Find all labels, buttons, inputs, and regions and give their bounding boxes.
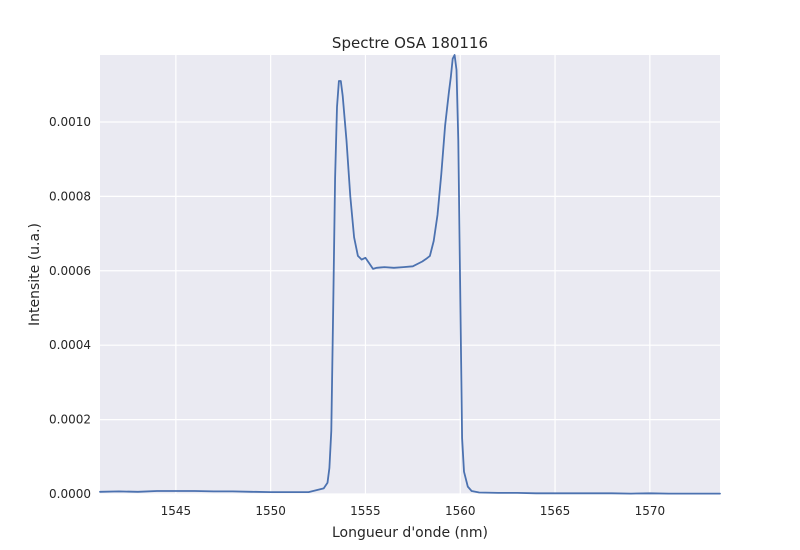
- y-tick-label: 0.0008: [49, 189, 91, 203]
- chart-title: Spectre OSA 180116: [332, 34, 488, 52]
- y-tick-labels: 0.0000 0.0002 0.0004 0.0006 0.0008 0.0010: [49, 115, 91, 501]
- x-tick-label: 1570: [635, 504, 666, 518]
- y-axis-label: Intensite (u.a.): [27, 223, 43, 326]
- x-tick-label: 1545: [161, 504, 192, 518]
- y-tick-label: 0.0002: [49, 413, 91, 427]
- x-tick-labels: 1545 1550 1555 1560 1565 1570: [161, 504, 666, 518]
- spectrum-line: [99, 54, 721, 495]
- y-tick-label: 0.0010: [49, 115, 91, 129]
- x-tick-label: 1550: [255, 504, 286, 518]
- x-tick-label: 1565: [540, 504, 571, 518]
- plot-background: [100, 55, 720, 494]
- x-axis-label: Longueur d'onde (nm): [332, 525, 488, 541]
- x-tick-label: 1560: [445, 504, 476, 518]
- x-tick-label: 1555: [350, 504, 381, 518]
- series-layer: [99, 54, 721, 495]
- grid: [100, 55, 720, 495]
- y-tick-label: 0.0006: [49, 264, 91, 278]
- y-tick-label: 0.0000: [49, 487, 91, 501]
- y-tick-label: 0.0004: [49, 338, 91, 352]
